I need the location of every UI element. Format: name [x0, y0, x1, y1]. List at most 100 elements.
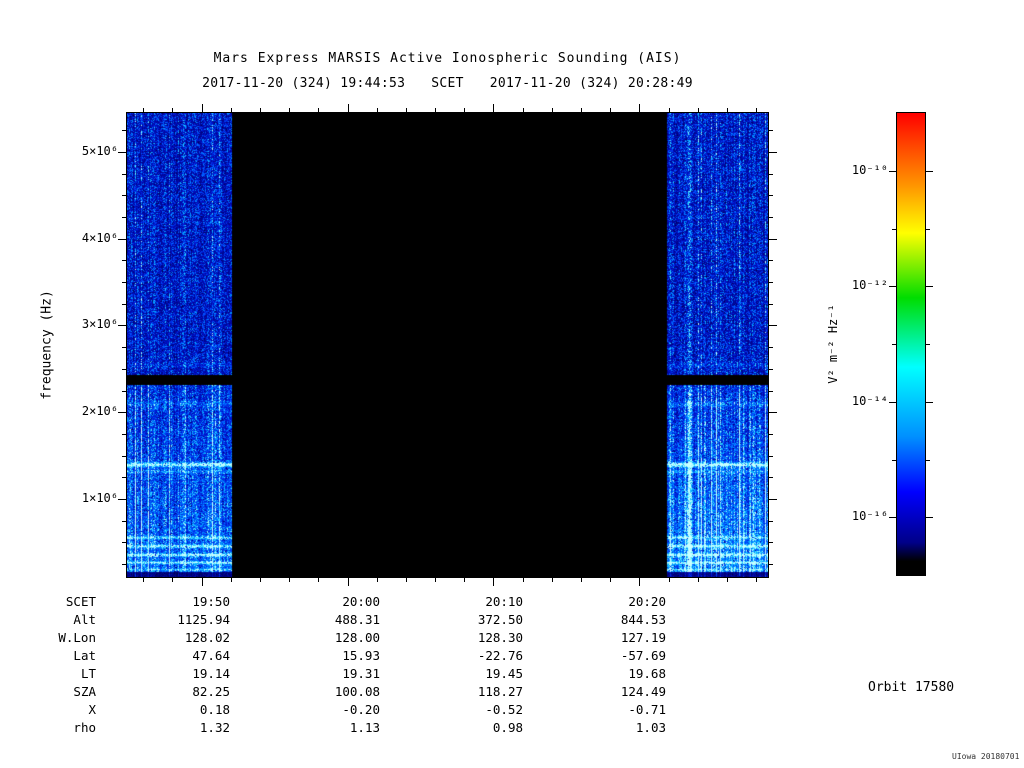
x-minor-tick-mark — [172, 578, 173, 582]
table-cell: 82.25 — [192, 684, 230, 699]
table-cell: 19.14 — [192, 666, 230, 681]
y-minor-tick-mark — [122, 542, 126, 543]
table-row: W.Lon 128.02 128.00 128.30 127.19 — [36, 630, 696, 648]
y-minor-tick-mark — [122, 260, 126, 261]
y-minor-tick-mark — [122, 195, 126, 196]
colorbar-tick-mark — [889, 171, 896, 172]
x-minor-tick-mark — [552, 578, 553, 582]
x-minor-tick-mark — [698, 108, 699, 112]
y-minor-tick-mark — [122, 217, 126, 218]
y-minor-tick-mark — [769, 174, 773, 175]
table-cell: 127.19 — [620, 630, 666, 645]
table-cell: 19.45 — [485, 666, 523, 681]
x-tick-mark — [202, 578, 203, 586]
table-row-label: rho — [73, 720, 96, 735]
table-row-label: SZA — [73, 684, 96, 699]
table-row-label: X — [88, 702, 96, 717]
x-minor-tick-mark — [143, 108, 144, 112]
x-minor-tick-mark — [143, 578, 144, 582]
y-minor-tick-mark — [769, 521, 773, 522]
colorbar-minor-tick-mark — [926, 229, 930, 230]
y-tick-mark — [118, 412, 126, 413]
table-cell: 47.64 — [192, 648, 230, 663]
table-row: X 0.18 -0.20 -0.52 -0.71 — [36, 702, 696, 720]
x-minor-tick-mark — [669, 108, 670, 112]
x-minor-tick-mark — [231, 108, 232, 112]
y-minor-tick-mark — [769, 195, 773, 196]
table-cell: 20:20 — [628, 594, 666, 609]
x-minor-tick-mark — [406, 108, 407, 112]
table-cell: -0.71 — [628, 702, 666, 717]
y-minor-tick-mark — [122, 174, 126, 175]
y-minor-tick-mark — [769, 542, 773, 543]
scet-start-label: 2017-11-20 (324) 19:44:53 — [202, 76, 406, 91]
x-tick-mark — [202, 104, 203, 112]
y-tick-mark — [118, 152, 126, 153]
orbit-label: Orbit 17580 — [868, 680, 955, 695]
version-stamp: UIowa 20180701 — [952, 752, 1020, 761]
table-cell: 128.30 — [477, 630, 523, 645]
y-tick-label: 5×10⁶ — [81, 144, 118, 158]
scet-axis-label: SCET — [431, 76, 464, 91]
y-tick-mark — [118, 325, 126, 326]
colorbar-tick-mark — [926, 402, 933, 403]
y-minor-tick-mark — [122, 304, 126, 305]
y-tick-mark — [769, 412, 777, 413]
table-cell: 1125.94 — [177, 612, 230, 627]
table-row: Alt 1125.94 488.31 372.50 844.53 — [36, 612, 696, 630]
y-minor-tick-mark — [122, 521, 126, 522]
colorbar-tick-label: 10⁻¹⁶ — [851, 509, 888, 523]
colorbar-minor-tick-mark — [892, 229, 896, 230]
colorbar-tick-label: 10⁻¹² — [851, 278, 888, 292]
y-minor-tick-mark — [769, 282, 773, 283]
y-minor-tick-mark — [122, 369, 126, 370]
table-row-label: LT — [80, 666, 96, 681]
x-tick-mark — [348, 104, 349, 112]
x-minor-tick-mark — [231, 578, 232, 582]
colorbar-frame — [896, 112, 926, 576]
x-minor-tick-mark — [727, 108, 728, 112]
x-minor-tick-mark — [260, 578, 261, 582]
x-minor-tick-mark — [377, 578, 378, 582]
y-minor-tick-mark — [769, 391, 773, 392]
y-minor-tick-mark — [122, 347, 126, 348]
x-tick-mark — [639, 104, 640, 112]
colorbar-tick-label: 10⁻¹⁴ — [851, 394, 888, 408]
x-minor-tick-mark — [318, 578, 319, 582]
table-cell: 0.18 — [199, 702, 230, 717]
y-tick-mark — [769, 152, 777, 153]
colorbar-title: V² m⁻² Hz⁻¹ — [826, 304, 840, 384]
x-minor-tick-mark — [260, 108, 261, 112]
x-minor-tick-mark — [377, 108, 378, 112]
y-minor-tick-mark — [769, 130, 773, 131]
x-minor-tick-mark — [581, 108, 582, 112]
y-minor-tick-mark — [122, 130, 126, 131]
x-minor-tick-mark — [523, 108, 524, 112]
table-row: LT 19.14 19.31 19.45 19.68 — [36, 666, 696, 684]
table-cell: -0.20 — [342, 702, 380, 717]
y-minor-tick-mark — [769, 260, 773, 261]
colorbar-minor-tick-mark — [892, 344, 896, 345]
colorbar-tick-mark — [889, 286, 896, 287]
colorbar-minor-tick-mark — [926, 460, 930, 461]
table-row-label: Alt — [73, 612, 96, 627]
table-cell: 19.31 — [342, 666, 380, 681]
x-minor-tick-mark — [581, 578, 582, 582]
table-cell: 372.50 — [477, 612, 523, 627]
x-minor-tick-mark — [727, 578, 728, 582]
y-minor-tick-mark — [769, 217, 773, 218]
y-tick-label: 4×10⁶ — [81, 231, 118, 245]
ephemeris-table: SCET 19:50 20:00 20:10 20:20 Alt 1125.94 488.31… — [36, 594, 696, 744]
x-minor-tick-mark — [756, 578, 757, 582]
table-row-label: W.Lon — [58, 630, 96, 645]
colorbar-tick-mark — [926, 171, 933, 172]
x-minor-tick-mark — [289, 108, 290, 112]
table-cell: 128.02 — [184, 630, 230, 645]
y-minor-tick-mark — [769, 304, 773, 305]
x-minor-tick-mark — [610, 108, 611, 112]
table-cell: 20:10 — [485, 594, 523, 609]
table-cell: -22.76 — [477, 648, 523, 663]
y-minor-tick-mark — [122, 564, 126, 565]
colorbar-minor-tick-mark — [892, 460, 896, 461]
